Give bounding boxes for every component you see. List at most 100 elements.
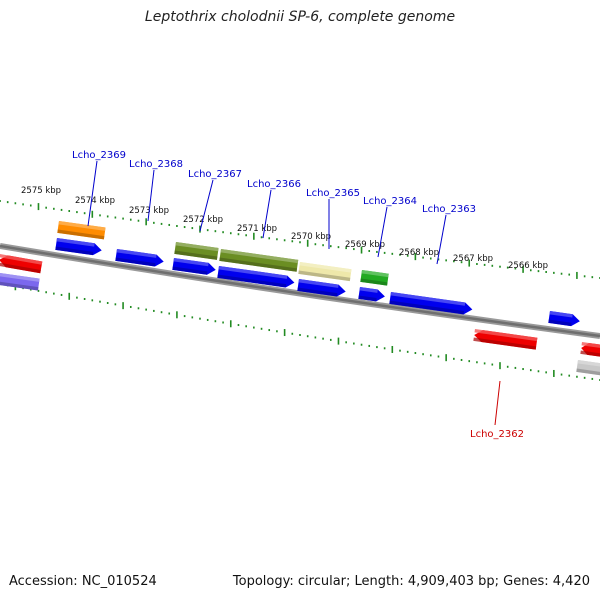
gene-lcho-2367-shadow — [174, 250, 218, 260]
inner-ring-minor-tick — [576, 375, 578, 378]
gene-blue-2 — [115, 248, 164, 267]
inner-ring-minor-tick — [383, 347, 386, 350]
inner-ring-minor-tick — [322, 337, 324, 340]
outer-ring-minor-tick — [429, 257, 432, 260]
inner-ring-minor-tick — [245, 325, 247, 328]
outer-ring-minor-tick — [422, 256, 424, 259]
inner-ring-major-tick — [445, 354, 447, 362]
scale-label: 2568 kbp — [399, 248, 439, 258]
inner-ring-minor-tick — [437, 355, 440, 358]
inner-ring-major-tick — [122, 302, 124, 310]
inner-ring-minor-tick — [37, 289, 40, 292]
inner-ring-minor-tick — [60, 293, 63, 296]
inner-ring-minor-tick — [483, 362, 486, 365]
outer-ring-minor-tick — [153, 221, 155, 224]
inner-ring-minor-tick — [153, 309, 155, 312]
outer-ring-minor-tick — [45, 206, 47, 209]
gene-left-purple-highlight — [0, 273, 40, 282]
inner-ring-minor-tick — [422, 353, 424, 356]
gene-blue-right — [548, 311, 580, 327]
inner-ring-minor-tick — [414, 352, 417, 355]
gene-lcho-2364 — [360, 270, 389, 286]
outer-ring-minor-tick — [460, 261, 463, 264]
inner-ring-minor-tick — [460, 358, 463, 361]
inner-ring-minor-tick — [560, 373, 563, 376]
outer-ring-minor-tick — [206, 229, 209, 232]
inner-ring-minor-tick — [476, 361, 478, 364]
outer-ring-minor-tick — [591, 276, 594, 279]
gene-label-leader — [262, 189, 272, 239]
inner-ring-minor-tick — [399, 349, 401, 352]
gene-blue-4-shadow — [217, 274, 287, 288]
inner-ring-minor-tick — [53, 292, 55, 295]
gene-lcho-2369-highlight — [58, 221, 106, 231]
gene-right-grey-highlight — [577, 360, 600, 367]
outer-ring-minor-tick — [183, 226, 186, 229]
outer-ring-minor-tick — [445, 259, 447, 262]
inner-ring-minor-tick — [406, 350, 409, 353]
gene-label: Lcho_2367 — [188, 169, 242, 180]
accession-label: Accession: NC_010524 — [9, 574, 157, 589]
inner-ring-minor-tick — [506, 365, 509, 368]
map-title: Leptothrix cholodnii SP-6, complete geno… — [144, 9, 456, 25]
outer-ring-major-tick — [91, 210, 94, 218]
gene-right-red-shadow — [580, 350, 600, 357]
gene-label: Lcho_2364 — [363, 196, 417, 207]
scale-label: 2571 kbp — [237, 224, 277, 234]
inner-ring-minor-tick — [106, 301, 109, 304]
inner-ring-major-tick — [553, 369, 555, 377]
outer-ring-minor-tick — [345, 247, 347, 250]
inner-ring-minor-tick — [206, 318, 209, 321]
gene-lcho-2362-shadow — [473, 337, 537, 350]
inner-ring-major-tick — [176, 311, 178, 319]
outer-ring-minor-tick — [291, 240, 294, 243]
inner-ring-minor-tick — [429, 354, 432, 357]
inner-ring-minor-tick — [529, 369, 532, 372]
gene-blue-right-shadow — [548, 319, 572, 327]
gene-features — [0, 221, 600, 376]
outer-ring-minor-tick — [122, 217, 124, 220]
outer-ring-minor-tick — [406, 254, 409, 257]
inner-ring-minor-tick — [353, 342, 355, 345]
inner-ring-minor-tick — [368, 344, 371, 347]
inner-ring-minor-tick — [191, 316, 194, 319]
outer-ring-minor-tick — [283, 239, 286, 242]
inner-ring-minor-tick — [168, 312, 171, 315]
inner-ring-minor-tick — [545, 371, 547, 374]
topology-label: Topology: circular; Length: 4,909,403 bp… — [232, 574, 590, 589]
outer-ring-minor-tick — [76, 211, 78, 214]
gene-lcho-2365 — [298, 262, 352, 282]
outer-ring-minor-tick — [222, 231, 224, 234]
gene-lcho-2363-highlight — [390, 291, 466, 306]
outer-ring-major-tick — [306, 239, 309, 247]
inner-ring-major-tick — [68, 292, 71, 300]
outer-ring-major-tick — [253, 232, 255, 240]
outer-ring-minor-tick — [268, 237, 271, 240]
inner-ring-minor-tick — [314, 336, 317, 339]
inner-ring-minor-tick — [491, 363, 494, 366]
gene-label-leader — [147, 169, 155, 222]
inner-ring-minor-tick — [360, 343, 363, 346]
outer-ring-major-tick — [145, 218, 147, 226]
outer-ring-minor-tick — [514, 267, 517, 270]
outer-ring-minor-tick — [553, 271, 555, 274]
outer-ring-minor-tick — [53, 207, 55, 210]
gene-blue-6 — [358, 287, 385, 302]
outer-ring-minor-tick — [168, 223, 171, 226]
outer-ring-minor-tick — [437, 258, 440, 261]
inner-ring-minor-tick — [129, 305, 132, 308]
outer-ring-minor-tick — [476, 262, 478, 265]
gene-blue-4 — [217, 266, 295, 288]
gene-blue-4-highlight — [218, 266, 288, 279]
outer-ring-minor-tick — [176, 224, 178, 227]
inner-ring-minor-tick — [214, 320, 217, 323]
outer-ring-minor-tick — [499, 265, 501, 268]
outer-ring-minor-tick — [453, 260, 455, 263]
gene-label-leader — [87, 160, 98, 227]
inner-ring-minor-tick — [91, 299, 94, 302]
inner-ring-minor-tick — [145, 308, 147, 311]
outer-ring-major-tick — [414, 253, 417, 261]
outer-ring-minor-tick — [60, 208, 63, 211]
gene-blue-1 — [55, 238, 102, 256]
inner-ring-minor-tick — [453, 357, 455, 360]
